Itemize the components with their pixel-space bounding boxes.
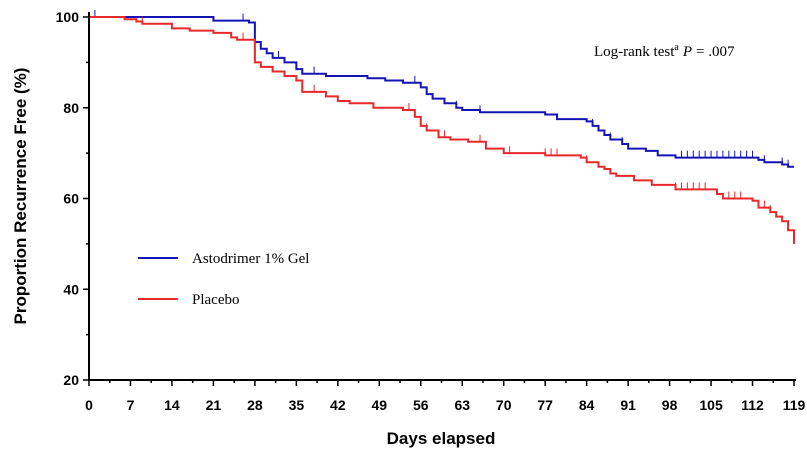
series-layer xyxy=(89,10,795,244)
x-tick-label: 7 xyxy=(127,397,135,413)
x-tick-label: 35 xyxy=(289,397,305,413)
x-tick-label: 0 xyxy=(85,397,93,413)
x-tick-label: 28 xyxy=(247,397,263,413)
x-tick-label: 112 xyxy=(741,397,764,413)
legend-label-placebo: Placebo xyxy=(192,292,239,308)
x-tick-label: 98 xyxy=(662,397,678,413)
x-tick-label: 119 xyxy=(783,397,806,413)
x-tick-label: 91 xyxy=(620,397,636,413)
y-tick-label: 20 xyxy=(63,372,79,388)
y-tick-label: 60 xyxy=(63,191,79,207)
x-ticks: 0 7 14 21 28 35 42 49 56 63 70 77 84 91 98 105 112 119 xyxy=(85,380,806,413)
series-line-astodrimer-1-gel xyxy=(89,16,794,168)
logrank-annotation: Log-rank testa P = .007 xyxy=(594,42,735,60)
y-axis-title: Proportion Recurrence Free (%) xyxy=(11,68,30,325)
legend: Astodrimer 1% Gel Placebo xyxy=(138,251,309,308)
y-tick-label: 100 xyxy=(56,9,80,25)
y-tick-label: 80 xyxy=(63,100,79,116)
x-tick-label: 70 xyxy=(496,397,512,413)
x-tick-label: 42 xyxy=(330,397,346,413)
axes: 0 7 14 21 28 35 42 49 56 63 70 77 84 91 98 105 112 119 20… xyxy=(56,9,806,413)
x-axis-title: Days elapsed xyxy=(387,429,496,448)
logrank-p-symbol: P xyxy=(682,44,692,60)
series-line-placebo xyxy=(89,16,795,244)
y-tick-label: 40 xyxy=(63,281,79,297)
x-tick-label: 14 xyxy=(164,397,180,413)
x-tick-label: 21 xyxy=(206,397,222,413)
x-tick-label: 105 xyxy=(699,397,723,413)
legend-label-astodrimer: Astodrimer 1% Gel xyxy=(192,251,309,267)
x-tick-label: 77 xyxy=(537,397,553,413)
y-ticks: 20 40 60 80 100 xyxy=(56,9,89,388)
logrank-superscript: a xyxy=(674,42,679,53)
x-tick-label: 49 xyxy=(372,397,388,413)
x-tick-label: 56 xyxy=(413,397,429,413)
x-tick-label: 84 xyxy=(579,397,595,413)
logrank-p-value: = .007 xyxy=(696,44,735,60)
logrank-prefix: Log-rank test xyxy=(594,44,675,60)
x-tick-label: 63 xyxy=(454,397,470,413)
